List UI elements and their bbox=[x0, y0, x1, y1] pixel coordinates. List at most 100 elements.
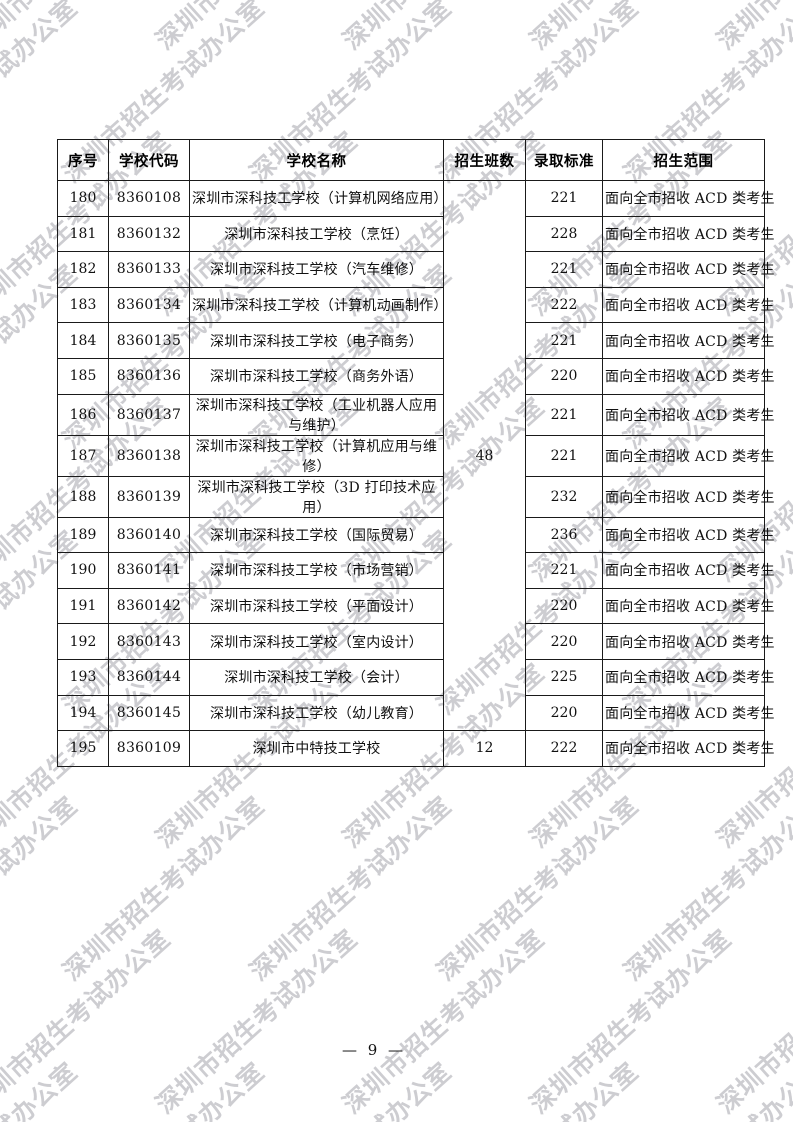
cell-code: 8360139 bbox=[108, 475, 190, 518]
column-header-code: 学校代码 bbox=[108, 139, 190, 181]
cell-school-name: 深圳市深科技工学校（商务外语） bbox=[189, 357, 444, 395]
table-row: 187 8360138 深圳市深科技工学校（计算机应用与维修） 221 面向全市招收 A… bbox=[57, 434, 775, 477]
cell-seq: 180 bbox=[57, 180, 109, 217]
cell-scope: 面向全市招收 ACD 类考生 bbox=[602, 623, 775, 660]
cell-scope: 面向全市招收 ACD 类考生 bbox=[602, 434, 775, 477]
cell-score: 228 bbox=[525, 215, 603, 253]
table-header-row: 序号 学校代码 学校名称 招生班数 录取标准 招生范围 bbox=[57, 139, 765, 181]
table-row: 186 8360137 深圳市深科技工学校（工业机器人应用与维护） 221 面向全市招收… bbox=[57, 393, 775, 436]
cell-scope: 面向全市招收 ACD 类考生 bbox=[602, 215, 775, 253]
cell-school-name: 深圳市深科技工学校（汽车维修） bbox=[189, 251, 444, 288]
cell-scope: 面向全市招收 ACD 类考生 bbox=[602, 322, 775, 359]
table-row: 189 8360140 深圳市深科技工学校（国际贸易） 236 面向全市招收 ACD 类… bbox=[57, 516, 775, 554]
cell-seq: 189 bbox=[57, 516, 109, 554]
cell-seq: 187 bbox=[57, 434, 109, 477]
table-row: 185 8360136 深圳市深科技工学校（商务外语） 220 面向全市招收 ACD 类… bbox=[57, 357, 775, 395]
cell-school-name: 深圳市深科技工学校（烹饪） bbox=[189, 215, 444, 253]
column-header-classes: 招生班数 bbox=[443, 139, 526, 181]
cell-scope: 面向全市招收 ACD 类考生 bbox=[602, 286, 775, 324]
cell-scope: 面向全市招收 ACD 类考生 bbox=[602, 357, 775, 395]
column-header-name: 学校名称 bbox=[189, 139, 444, 181]
cell-school-name: 深圳市深科技工学校（计算机动画制作） bbox=[189, 286, 447, 324]
cell-code: 8360140 bbox=[108, 516, 190, 554]
cell-seq: 193 bbox=[57, 658, 109, 696]
cell-score: 220 bbox=[525, 357, 603, 395]
table-row: 183 8360134 深圳市深科技工学校（计算机动画制作） 222 面向全市招收 AC… bbox=[57, 286, 775, 324]
cell-code: 8360138 bbox=[108, 434, 190, 477]
cell-code: 8360109 bbox=[108, 730, 190, 767]
cell-seq: 185 bbox=[57, 357, 109, 395]
table-body: 180 8360108 深圳市深科技工学校（计算机网络应用） 48 221 面向全市招收 … bbox=[57, 179, 775, 767]
cell-score: 221 bbox=[525, 393, 603, 436]
cell-classes: 12 bbox=[443, 730, 526, 767]
cell-scope: 面向全市招收 ACD 类考生 bbox=[602, 587, 775, 625]
table-row: 195 8360109 深圳市中特技工学校 12 222 面向全市招收 ACD 类考生 bbox=[57, 730, 775, 767]
table-row: 182 8360133 深圳市深科技工学校（汽车维修） 221 面向全市招收 ACD 类… bbox=[57, 251, 775, 288]
cell-code: 8360143 bbox=[108, 623, 190, 660]
cell-scope: 面向全市招收 ACD 类考生 bbox=[602, 180, 775, 217]
cell-seq: 181 bbox=[57, 215, 109, 253]
cell-scope: 面向全市招收 ACD 类考生 bbox=[602, 475, 775, 518]
table-row: 181 8360132 深圳市深科技工学校（烹饪） 228 面向全市招收 ACD 类考生 bbox=[57, 215, 775, 253]
cell-score: 220 bbox=[525, 694, 603, 732]
cell-seq: 194 bbox=[57, 694, 109, 732]
cell-scope: 面向全市招收 ACD 类考生 bbox=[602, 393, 775, 436]
cell-classes-merged: 48 bbox=[443, 179, 526, 732]
cell-seq: 182 bbox=[57, 251, 109, 288]
cell-code: 8360145 bbox=[108, 694, 190, 732]
cell-seq: 183 bbox=[57, 286, 109, 324]
cell-score: 222 bbox=[525, 286, 603, 324]
cell-score: 222 bbox=[525, 730, 603, 767]
cell-scope: 面向全市招收 ACD 类考生 bbox=[602, 516, 775, 554]
cell-score: 221 bbox=[525, 322, 603, 359]
table-row: 184 8360135 深圳市深科技工学校（电子商务） 221 面向全市招收 ACD 类… bbox=[57, 322, 775, 359]
cell-school-name: 深圳市深科技工学校（幼儿教育） bbox=[189, 694, 444, 732]
cell-code: 8360133 bbox=[108, 251, 190, 288]
cell-score: 220 bbox=[525, 623, 603, 660]
cell-seq: 191 bbox=[57, 587, 109, 625]
table-row: 191 8360142 深圳市深科技工学校（平面设计） 220 面向全市招收 ACD 类… bbox=[57, 587, 775, 625]
column-header-score: 录取标准 bbox=[525, 139, 603, 181]
cell-score: 221 bbox=[525, 251, 603, 288]
cell-scope: 面向全市招收 ACD 类考生 bbox=[602, 552, 775, 589]
column-header-scope: 招生范围 bbox=[602, 139, 765, 181]
table-row: 193 8360144 深圳市深科技工学校（会计） 225 面向全市招收 ACD 类考生 bbox=[57, 658, 775, 696]
cell-seq: 188 bbox=[57, 475, 109, 518]
cell-code: 8360135 bbox=[108, 322, 190, 359]
cell-school-name: 深圳市深科技工学校（计算机应用与维修） bbox=[189, 434, 444, 477]
table-row: 180 8360108 深圳市深科技工学校（计算机网络应用） 48 221 面向全市招收 … bbox=[57, 179, 775, 732]
cell-scope: 面向全市招收 ACD 类考生 bbox=[602, 658, 775, 696]
page-number: — 9 — bbox=[341, 1041, 407, 1059]
cell-school-name: 深圳市深科技工学校（3D 打印技术应用） bbox=[189, 475, 444, 518]
admission-standards-table: 序号 学校代码 学校名称 招生班数 录取标准 招生范围 180 8360108 深圳… bbox=[57, 139, 775, 767]
cell-school-name: 深圳市深科技工学校（国际贸易） bbox=[189, 516, 444, 554]
cell-school-name: 深圳市深科技工学校（平面设计） bbox=[189, 587, 444, 625]
cell-scope: 面向全市招收 ACD 类考生 bbox=[602, 251, 775, 288]
cell-school-name: 深圳市深科技工学校（计算机网络应用） bbox=[189, 180, 447, 217]
cell-school-name: 深圳市深科技工学校（市场营销） bbox=[189, 552, 444, 589]
cell-scope: 面向全市招收 ACD 类考生 bbox=[602, 694, 775, 732]
cell-school-name: 深圳市深科技工学校（电子商务） bbox=[189, 322, 444, 359]
cell-code: 8360141 bbox=[108, 552, 190, 589]
table-header: 序号 学校代码 学校名称 招生班数 录取标准 招生范围 bbox=[57, 139, 765, 181]
table-row: 190 8360141 深圳市深科技工学校（市场营销） 221 面向全市招收 ACD 类… bbox=[57, 552, 775, 589]
cell-score: 220 bbox=[525, 587, 603, 625]
page-footer: — 9 — bbox=[0, 1040, 793, 1059]
admission-table-container: 序号 学校代码 学校名称 招生班数 录取标准 招生范围 180 8360108 深圳… bbox=[57, 139, 775, 767]
cell-code: 8360144 bbox=[108, 658, 190, 696]
cell-code: 8360108 bbox=[108, 180, 190, 217]
cell-score: 236 bbox=[525, 516, 603, 554]
column-header-seq: 序号 bbox=[57, 139, 109, 181]
cell-school-name: 深圳市深科技工学校（室内设计） bbox=[189, 623, 444, 660]
table-row: 188 8360139 深圳市深科技工学校（3D 打印技术应用） 232 面向全市招收 … bbox=[57, 475, 775, 518]
cell-code: 8360134 bbox=[108, 286, 190, 324]
cell-score: 225 bbox=[525, 658, 603, 696]
table-row: 192 8360143 深圳市深科技工学校（室内设计） 220 面向全市招收 ACD 类… bbox=[57, 623, 775, 660]
cell-seq: 192 bbox=[57, 623, 109, 660]
cell-score: 221 bbox=[525, 180, 603, 217]
cell-code: 8360136 bbox=[108, 357, 190, 395]
cell-score: 221 bbox=[525, 552, 603, 589]
cell-code: 8360142 bbox=[108, 587, 190, 625]
cell-seq: 190 bbox=[57, 552, 109, 589]
